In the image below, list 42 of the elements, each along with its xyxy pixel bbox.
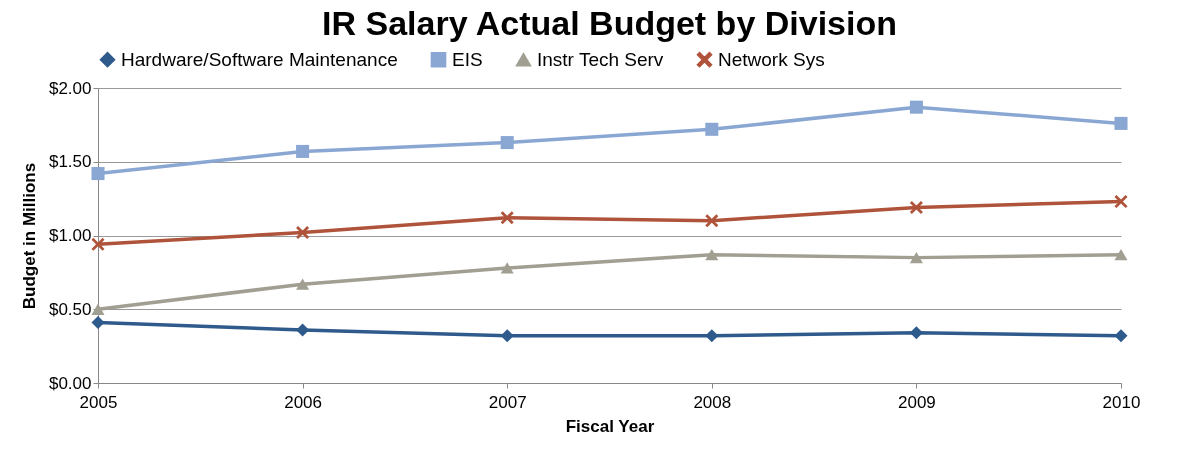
x-tick-label: 2009 xyxy=(897,392,936,412)
chart-title: IR Salary Actual Budget by Division xyxy=(322,4,897,42)
point xyxy=(296,278,310,290)
point xyxy=(500,136,514,150)
legend-label: Instr Tech Serv xyxy=(537,48,664,70)
point xyxy=(500,329,514,343)
x-tick-label: 2008 xyxy=(693,392,732,412)
y-tick-label: $1.00 xyxy=(48,226,92,245)
point xyxy=(91,316,105,330)
y-tick-label: $0.50 xyxy=(48,299,92,319)
point xyxy=(705,249,719,261)
point xyxy=(1114,116,1128,130)
point xyxy=(1114,249,1128,261)
point xyxy=(91,237,105,251)
point xyxy=(91,167,105,181)
y-tick-label: $0.00 xyxy=(48,373,92,393)
point xyxy=(296,323,310,337)
point xyxy=(909,326,923,340)
x-tick-label: 2005 xyxy=(79,392,118,412)
x-tick-label: 2010 xyxy=(1102,392,1141,412)
point xyxy=(296,144,310,158)
y-tick-label: $2.00 xyxy=(48,78,92,98)
x-axis-title: Fiscal Year xyxy=(565,416,655,436)
point xyxy=(296,226,310,240)
y-tick-label: $1.50 xyxy=(48,152,92,172)
point xyxy=(705,214,719,228)
point xyxy=(909,200,923,214)
point xyxy=(909,251,923,264)
point xyxy=(705,122,719,136)
point xyxy=(909,100,923,114)
point xyxy=(1114,195,1128,209)
point xyxy=(500,211,514,225)
legend-label: EIS xyxy=(452,48,483,70)
x-tick-label: 2006 xyxy=(284,392,323,412)
point xyxy=(500,262,514,274)
legend-label: Hardware/Software Maintenance xyxy=(121,48,398,70)
point xyxy=(1114,329,1128,343)
point xyxy=(91,303,105,315)
y-axis-title: Budget in Millions xyxy=(19,162,39,310)
legend-label: Network Sys xyxy=(718,48,825,70)
x-tick-label: 2007 xyxy=(488,392,527,412)
point xyxy=(705,329,719,343)
